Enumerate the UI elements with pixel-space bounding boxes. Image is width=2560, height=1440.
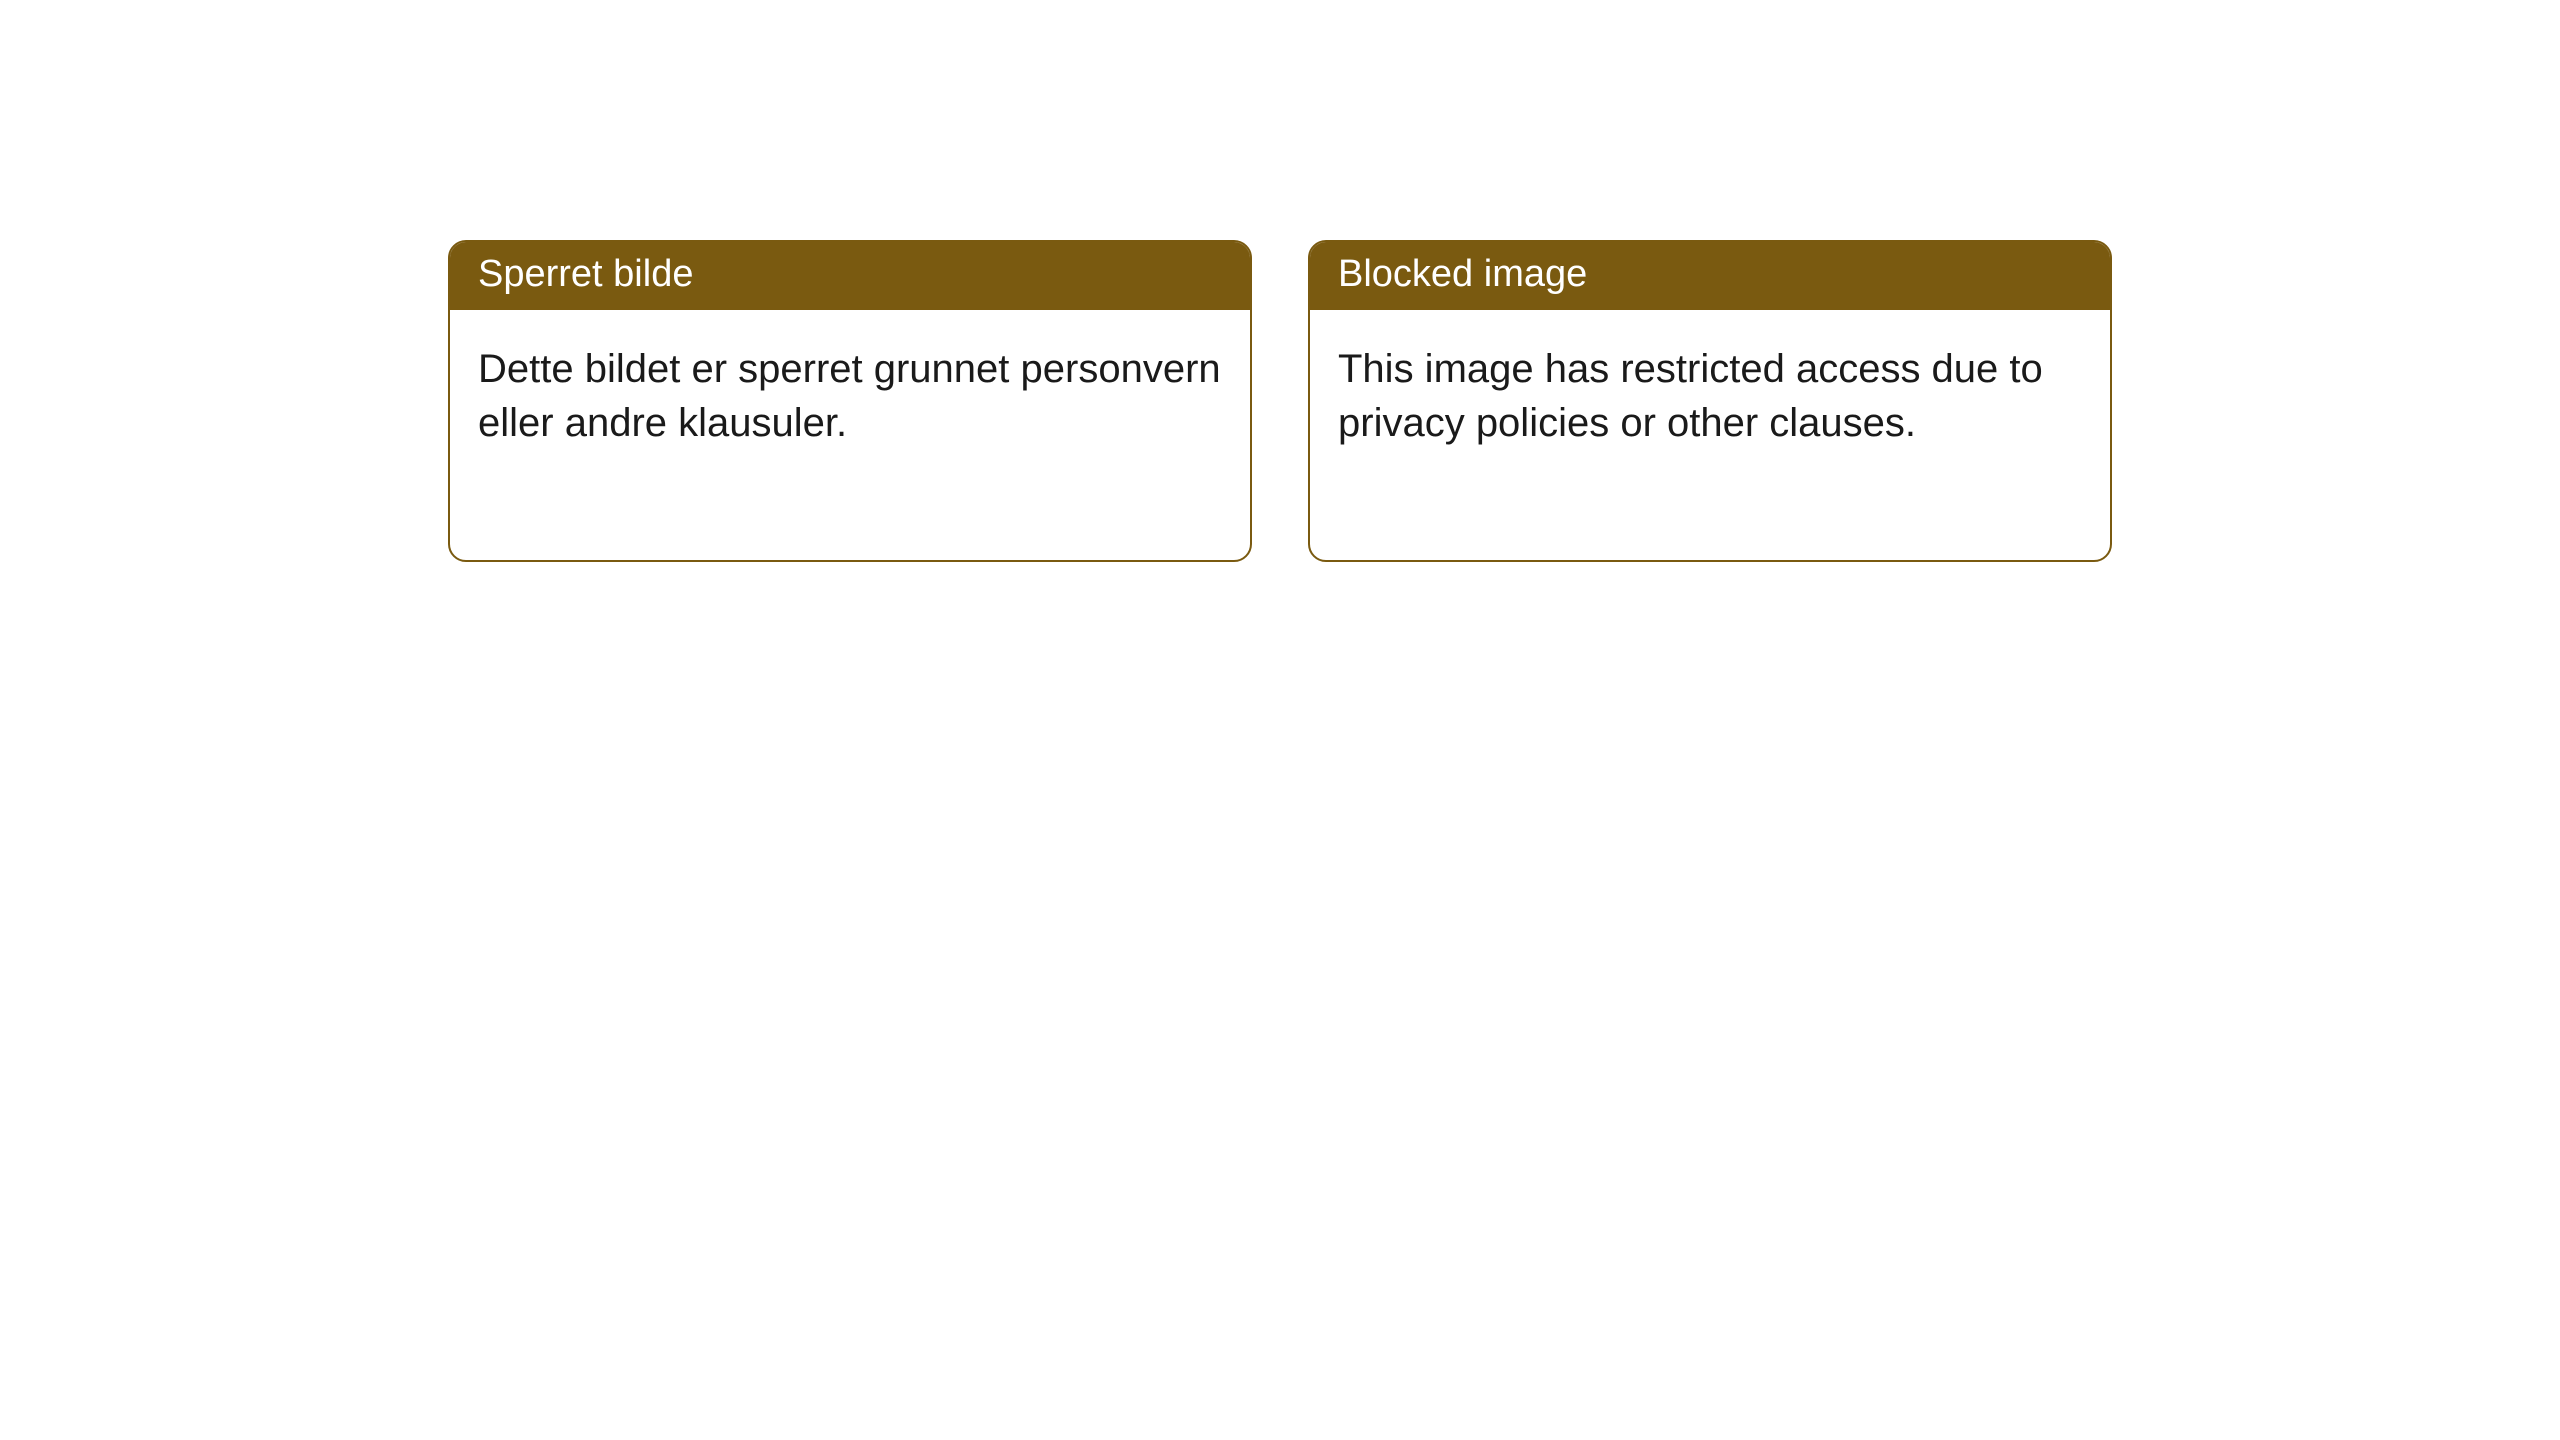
notice-header-en: Blocked image <box>1310 242 2110 310</box>
notice-header-no: Sperret bilde <box>450 242 1250 310</box>
notice-body-no: Dette bildet er sperret grunnet personve… <box>450 310 1250 560</box>
blocked-image-notice-no: Sperret bilde Dette bildet er sperret gr… <box>448 240 1252 562</box>
notice-container: Sperret bilde Dette bildet er sperret gr… <box>448 240 2112 562</box>
notice-body-en: This image has restricted access due to … <box>1310 310 2110 560</box>
blocked-image-notice-en: Blocked image This image has restricted … <box>1308 240 2112 562</box>
